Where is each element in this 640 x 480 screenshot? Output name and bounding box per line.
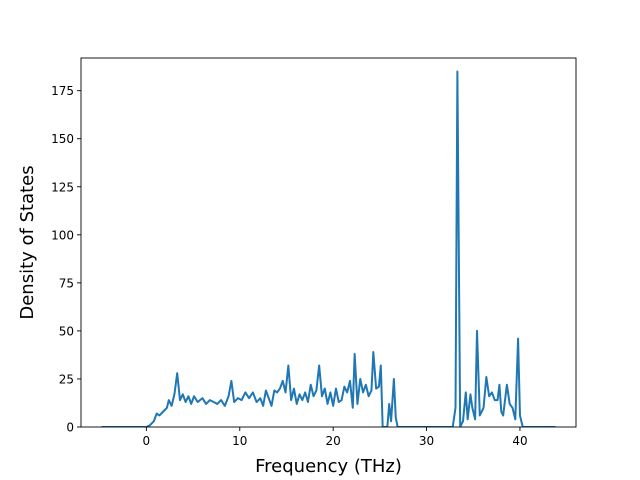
x-axis-ticks: 0 10 20 30 40	[143, 427, 528, 448]
x-axis-label: Frequency (THz)	[255, 456, 402, 477]
x-tick-label: 0	[143, 434, 151, 448]
y-tick-label: 100	[51, 228, 74, 242]
y-axis-ticks: 0 25 50 75 100 125 150 175	[51, 84, 81, 435]
y-axis-label: Density of States	[17, 165, 38, 319]
y-tick-label: 125	[51, 180, 74, 194]
x-tick-label: 40	[512, 434, 527, 448]
y-tick-label: 25	[59, 372, 74, 386]
axes	[80, 57, 577, 428]
y-tick-label: 75	[59, 276, 74, 290]
y-tick-label: 0	[66, 421, 74, 435]
y-tick-label: 150	[51, 132, 74, 146]
x-tick-label: 30	[419, 434, 434, 448]
series-layer	[101, 70, 556, 427]
x-tick-label: 10	[232, 434, 247, 448]
series-line-0	[101, 70, 556, 427]
x-tick-label: 20	[326, 434, 341, 448]
plot-frame	[80, 57, 577, 428]
y-tick-label: 175	[51, 84, 74, 98]
y-tick-label: 50	[59, 324, 74, 338]
